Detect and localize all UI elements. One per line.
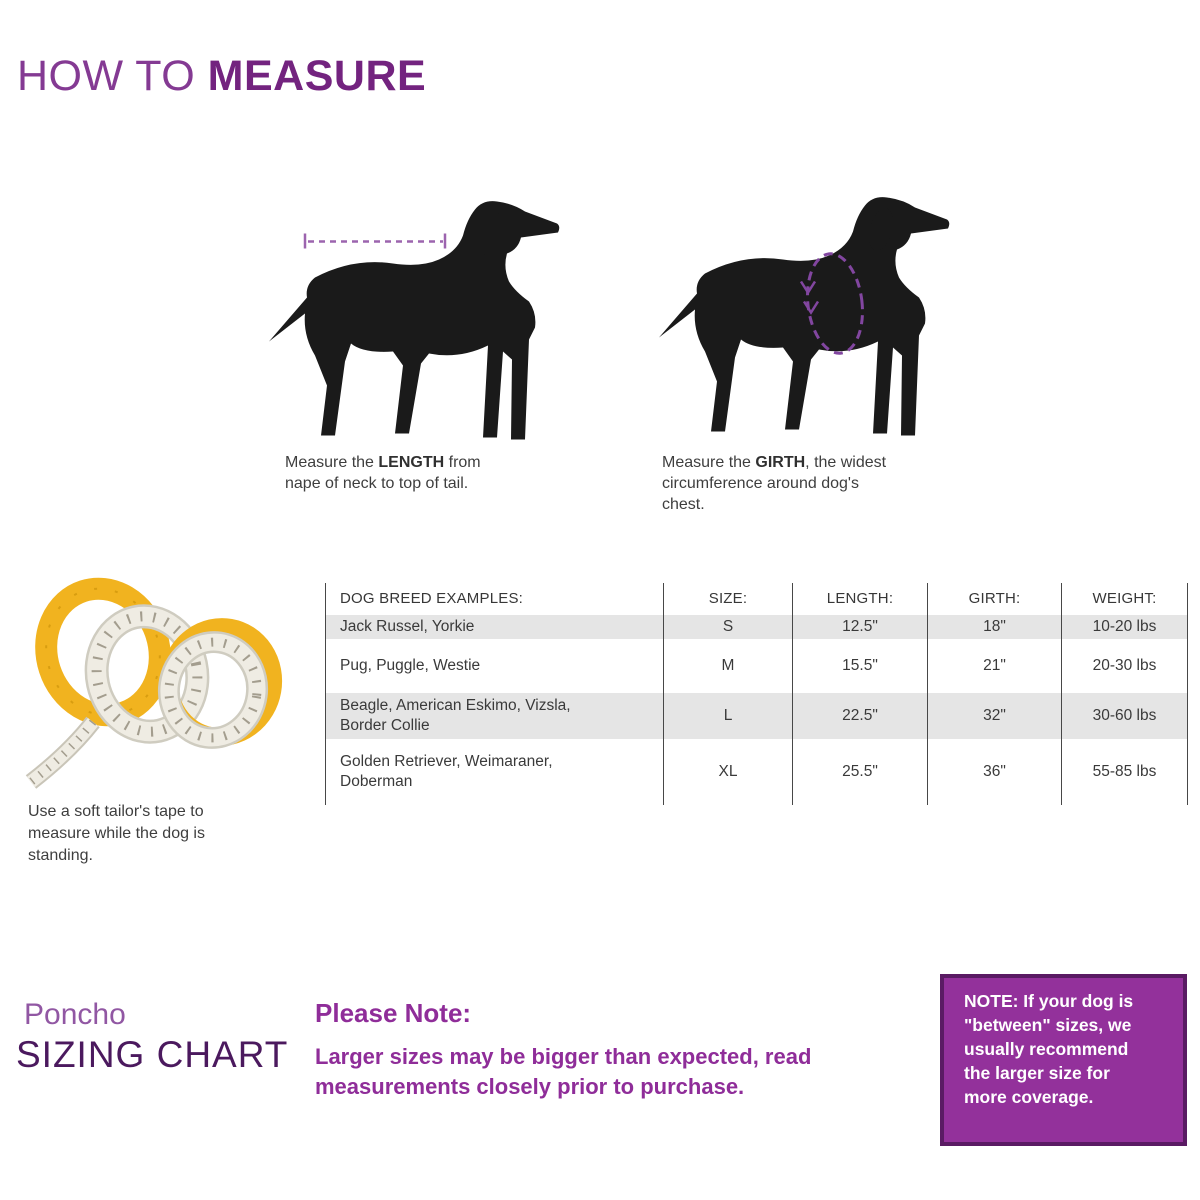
col-header-girth: GIRTH: <box>928 583 1062 615</box>
tape-tip-line: Use a soft tailor's tape to <box>28 803 204 820</box>
please-note-line: Larger sizes may be bigger than expected… <box>315 1044 812 1069</box>
girth-caption-bold: GIRTH <box>755 454 806 471</box>
dog-girth-diagram <box>659 197 950 436</box>
table-cell-length: 12.5" <box>793 615 928 639</box>
tape-measure-illustration <box>25 577 283 789</box>
col-header-weight: WEIGHT: <box>1062 583 1188 615</box>
product-name: Poncho <box>24 998 126 1031</box>
table-cell-length: 22.5" <box>793 693 928 739</box>
col-header-size: SIZE: <box>664 583 793 615</box>
please-note-heading: Please Note: <box>315 998 472 1028</box>
girth-caption-post: , the widest <box>805 454 887 471</box>
table-cell-girth: 21" <box>928 639 1062 693</box>
col-header-length: LENGTH: <box>793 583 928 615</box>
please-note-body: Larger sizes may be bigger than expected… <box>315 1042 811 1102</box>
dog-silhouette <box>659 197 950 436</box>
table-cell-breeds: Pug, Puggle, Westie <box>326 639 664 693</box>
table-cell-girth: 36" <box>928 739 1062 805</box>
length-caption-pre: Measure the <box>285 454 379 471</box>
please-note-line: measurements closely prior to purchase. <box>315 1074 745 1099</box>
table-cell-breeds: Jack Russel, Yorkie <box>326 615 664 639</box>
note-box-line: the larger size for <box>964 1063 1110 1083</box>
table-cell-size: L <box>664 693 793 739</box>
note-box-line: usually recommend <box>964 1039 1129 1059</box>
tape-tip-text: Use a soft tailor's tape to measure whil… <box>28 801 278 867</box>
page-title: HOW TO MEASURE <box>17 52 426 101</box>
girth-measurement-ellipse <box>799 252 864 355</box>
table-cell-size: S <box>664 615 793 639</box>
page-title-bold: MEASURE <box>207 52 427 100</box>
table-cell-weight: 20-30 lbs <box>1062 639 1188 693</box>
note-box-line: more coverage. <box>964 1087 1094 1107</box>
girth-caption-pre: Measure the <box>662 454 756 471</box>
note-box-line: NOTE: If your dog is <box>964 991 1134 1011</box>
dog-silhouette <box>269 201 560 440</box>
table-cell-breeds: Beagle, American Eskimo, Vizsla, Border … <box>326 693 664 739</box>
girth-caption-line3: chest. <box>662 496 705 513</box>
table-cell-length: 25.5" <box>793 739 928 805</box>
col-header-breeds: DOG BREED EXAMPLES: <box>326 583 664 615</box>
table-cell-weight: 10-20 lbs <box>1062 615 1188 639</box>
table-cell-girth: 18" <box>928 615 1062 639</box>
girth-caption-line2: circumference around dog's <box>662 475 859 492</box>
length-caption-line2: nape of neck to top of tail. <box>285 475 469 492</box>
note-box-line: "between" sizes, we <box>964 1015 1132 1035</box>
table-cell-size: M <box>664 639 793 693</box>
dog-ear <box>478 212 504 255</box>
length-caption: Measure the LENGTH from nape of neck to … <box>285 452 525 494</box>
length-caption-bold: LENGTH <box>378 454 445 471</box>
dog-length-diagram <box>269 201 560 440</box>
girth-caption: Measure the GIRTH, the widest circumfere… <box>662 452 942 515</box>
sizing-table: DOG BREED EXAMPLES: SIZE: LENGTH: GIRTH:… <box>325 583 1188 805</box>
tape-tip-line: measure while the dog is <box>28 825 205 842</box>
girth-arrow <box>802 300 820 315</box>
table-cell-weight: 30-60 lbs <box>1062 693 1188 739</box>
table-cell-girth: 32" <box>928 693 1062 739</box>
tape-tip-line: standing. <box>28 847 93 864</box>
note-box: NOTE: If your dog is "between" sizes, we… <box>940 974 1187 1146</box>
dog-ear <box>868 208 894 251</box>
table-cell-length: 15.5" <box>793 639 928 693</box>
table-cell-weight: 55-85 lbs <box>1062 739 1188 805</box>
table-cell-breeds: Golden Retriever, Weimaraner, Doberman <box>326 739 664 805</box>
table-cell-size: XL <box>664 739 793 805</box>
page-title-light: HOW TO <box>17 52 196 100</box>
girth-arrow <box>799 280 817 295</box>
length-measurement-line <box>303 233 447 249</box>
sizing-chart-label: SIZING CHART <box>16 1034 289 1075</box>
length-caption-post: from <box>444 454 481 471</box>
